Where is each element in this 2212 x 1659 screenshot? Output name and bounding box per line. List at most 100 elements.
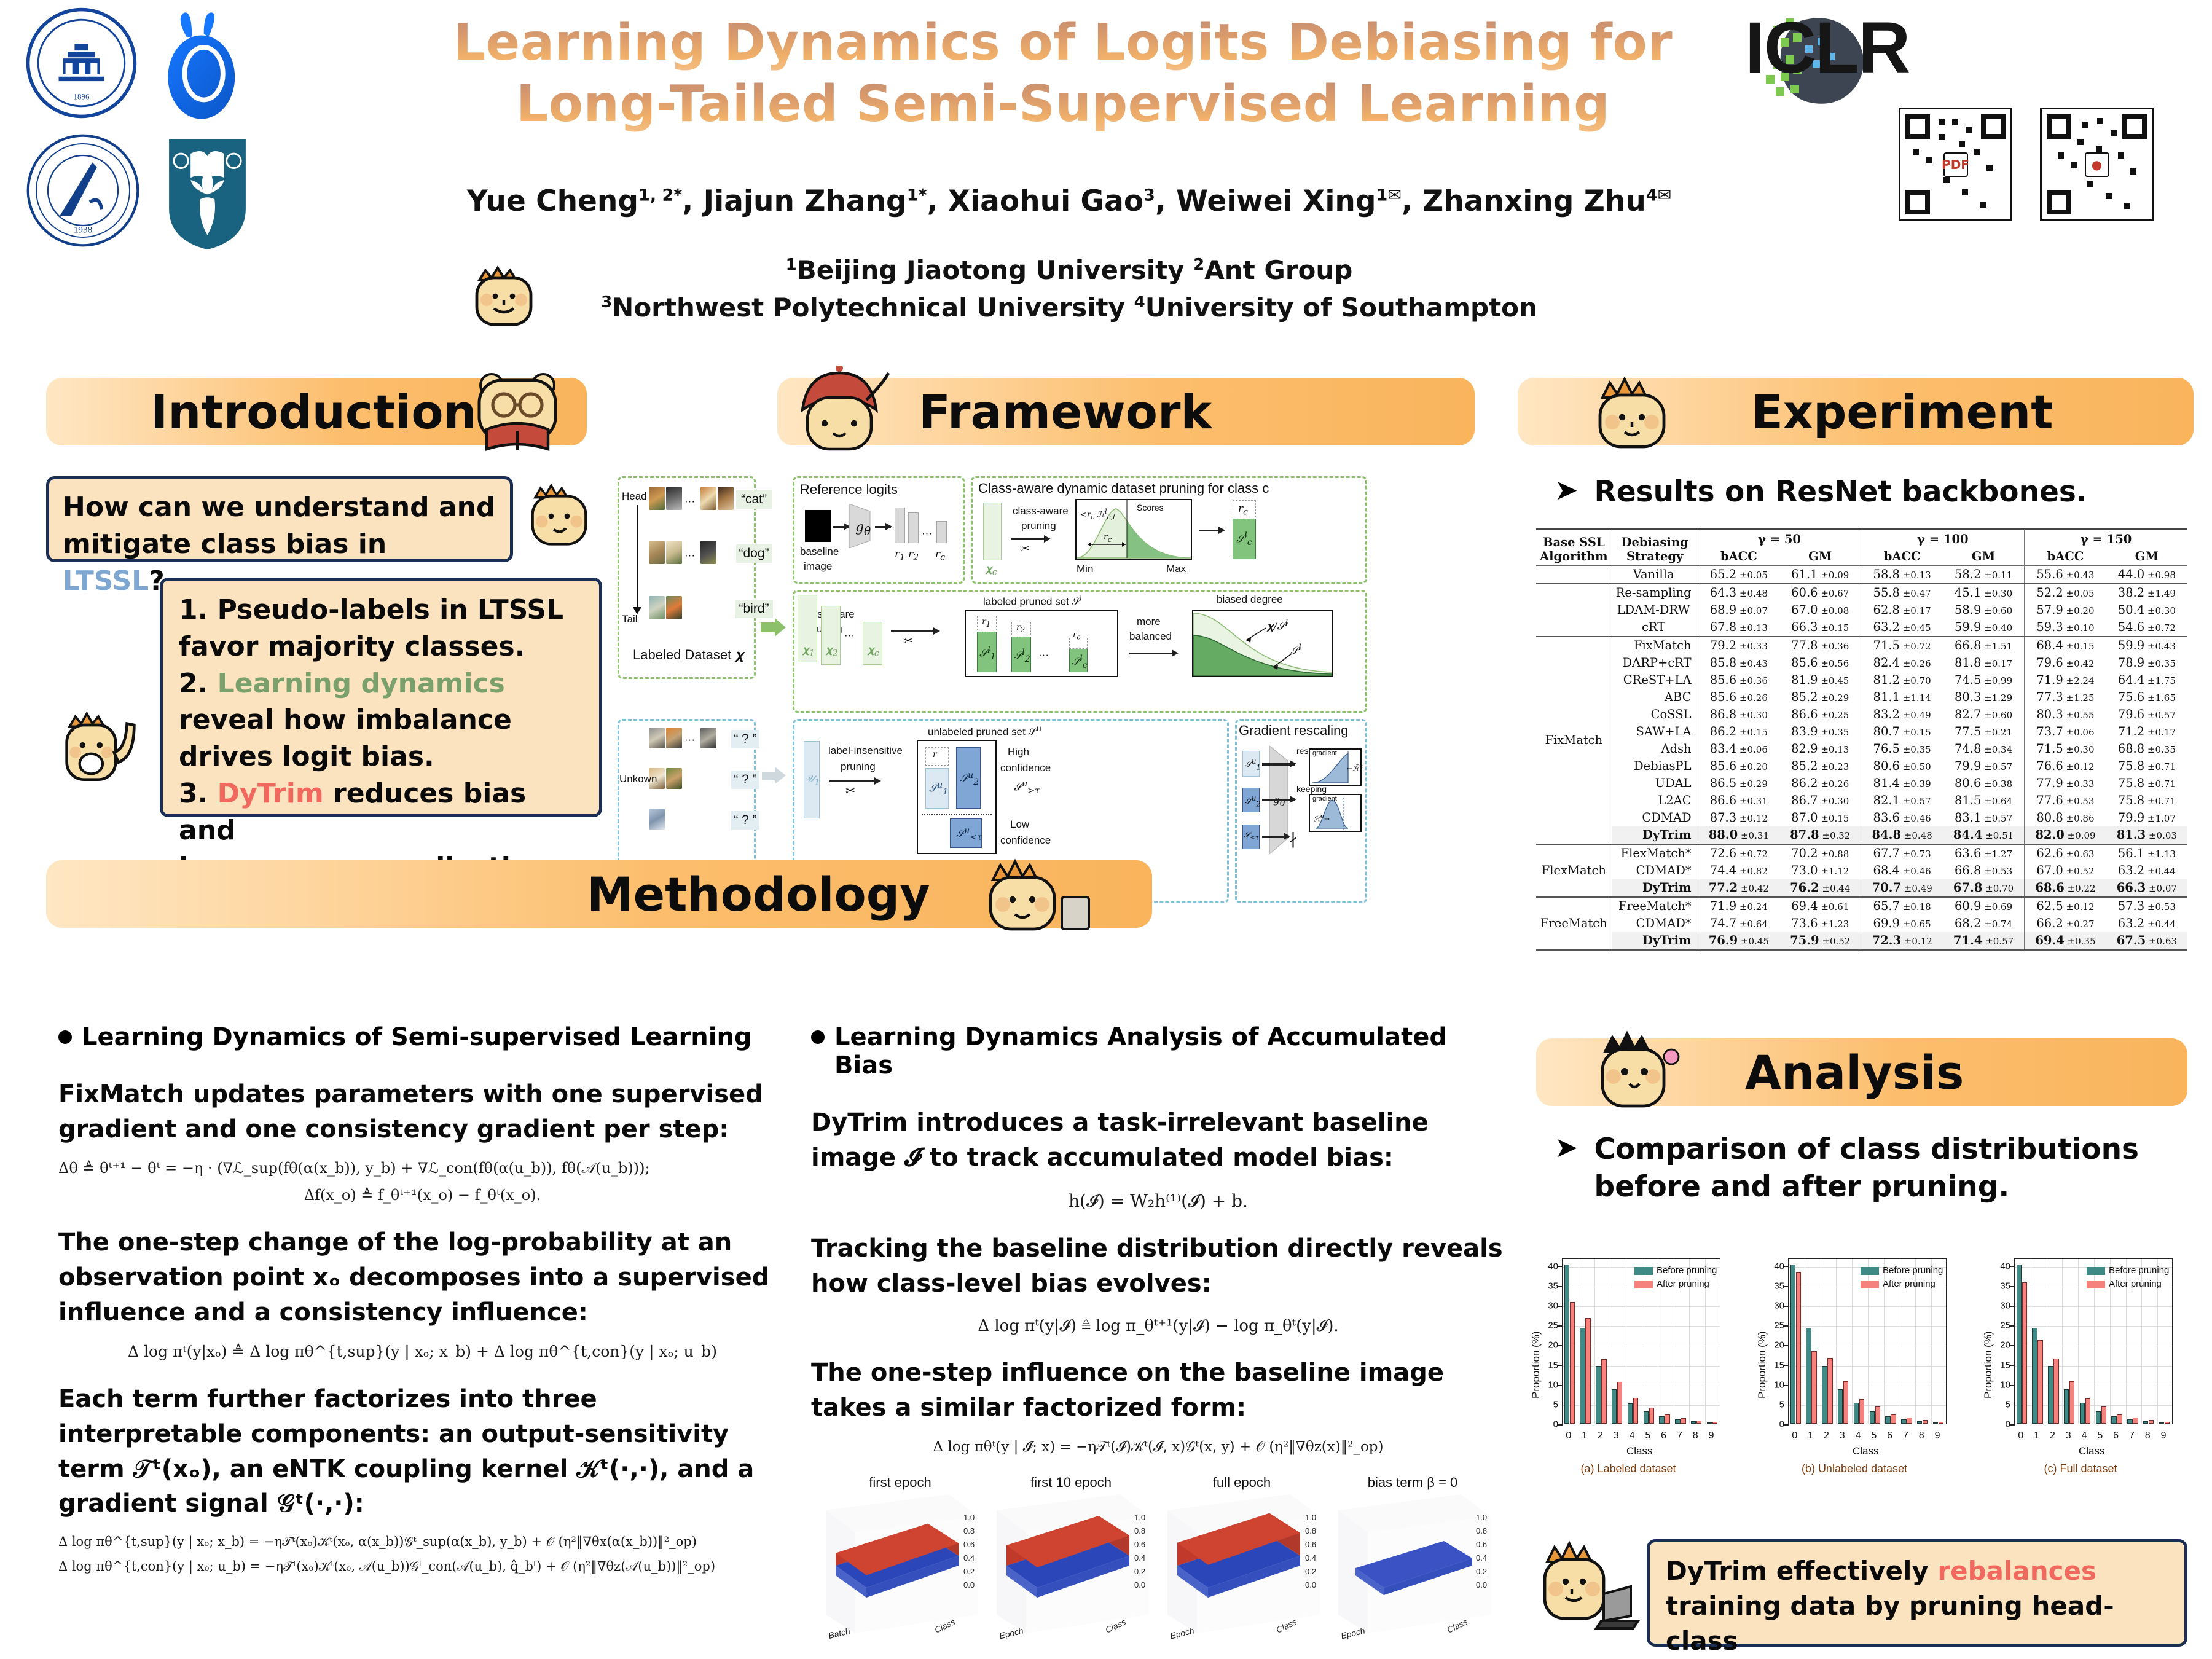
table-cell-value: 58.9 ±0.60 — [1954, 603, 2013, 617]
table-cell-value: 77.8 ±0.36 — [1791, 638, 1849, 653]
bear-thinking-icon — [519, 476, 599, 556]
table-cell-strategy: FlexMatch* — [1611, 844, 1698, 862]
s2u-chip: 𝒮u2 — [960, 771, 979, 788]
table-cell-value: 79.9 ±0.57 — [1954, 759, 2013, 773]
bar-before-class-5 — [1643, 1411, 1649, 1424]
y-axis-tick: 15 — [1774, 1360, 1784, 1371]
x-axis-tick: 1 — [1808, 1430, 1814, 1441]
grid-line-v — [1594, 1259, 1595, 1424]
legend-swatch-1 — [1861, 1281, 1879, 1288]
gradient-plot-bottom: gradient ℋ̄u→ — [1309, 794, 1362, 832]
y-tick-mark — [2010, 1286, 2015, 1287]
ellipsis-3: ··· — [922, 527, 932, 539]
github-repo-qr[interactable]: ● — [2040, 108, 2154, 221]
labeled-pruned-set-label: labeled pruned set 𝒮l — [983, 594, 1082, 608]
right-bullet-header: Learning Dynamics Analysis of Accumulate… — [811, 1023, 1505, 1080]
surface-plot-3: full epoch 1.0 0.8 0.6 0.4 0.2 0.0 Epoch Class — [1159, 1475, 1325, 1653]
table-cell-value: 85.8 ±0.43 — [1697, 654, 1780, 672]
bar-after-class-3 — [1617, 1381, 1623, 1424]
table-cell-value: 64.3 ±0.48 — [1697, 583, 1780, 602]
arrow-bullet-icon: ➤ — [1555, 473, 1579, 506]
table-group-name: FixMatch — [1545, 733, 1603, 747]
x-axis-tick: 8 — [2144, 1430, 2151, 1441]
table-cell-strategy: cRT — [1611, 618, 1698, 637]
table-cell-value: 81.1 ±1.14 — [1861, 688, 1943, 706]
left-equation-1b: Δf(x_o) ≜ f_θᵗ⁺¹(x_o) − f_θᵗ(x_o). — [304, 1186, 541, 1204]
paper-pdf-qr[interactable]: PDF — [1899, 108, 2012, 221]
intro-question-line2: mitigate class bias in LTSSL? — [63, 528, 387, 597]
table-cell-value: 67.0 ±0.52 — [2024, 861, 2106, 879]
grid-line-v — [2141, 1259, 2143, 1424]
bar-after-class-1 — [1585, 1318, 1591, 1424]
table-cell-value: 60.9 ±0.69 — [1954, 899, 2013, 913]
table-cell-value: 82.4 ±0.26 — [1861, 654, 1943, 672]
bar-after-class-2 — [2053, 1358, 2059, 1424]
table-cell-value: 74.4 ±0.82 — [1697, 861, 1780, 879]
table-cell-value: 76.5 ±0.35 — [1861, 740, 1943, 758]
grid-line-v — [2109, 1259, 2111, 1424]
table-cell-value: 70.7 ±0.49 — [1861, 879, 1943, 897]
surface-z-tick: 0.0 — [1305, 1580, 1317, 1590]
bar-chart-2: 0 5 10 15 20 25 30 35 40 0 1 2 3 4 5 6 7 8 9 Class Proportio… — [1744, 1235, 1965, 1481]
table-cell-value: 71.9 ±0.24 — [1697, 896, 1780, 915]
bar-after-class-3 — [2069, 1381, 2075, 1424]
table-cell-value: 83.6 ±0.46 — [1861, 809, 1943, 826]
tail-label: Tail — [622, 613, 638, 625]
bar-before-class-9 — [1706, 1422, 1712, 1424]
left-equation-3a: Δ log πθ^{t,sup}(y | xₒ; x_b) = −η𝒯ᵗ(xₒ)… — [58, 1534, 697, 1550]
surface-z-tick: 1.0 — [1476, 1513, 1488, 1522]
gradient-label-2: gradient — [1312, 795, 1337, 802]
table-cell-strategy: DARP+cRT — [1611, 654, 1698, 672]
table-cell-value: 75.9 ±0.52 — [1790, 933, 1851, 947]
table-cell-value: 57.9 ±0.20 — [2024, 601, 2106, 619]
grid-line-v — [1931, 1259, 1932, 1424]
th-gamma-150: γ = 150 — [2024, 529, 2187, 548]
chart-caption: (a) Labeled dataset — [1580, 1462, 1676, 1475]
table-cell-value: 71.5 ±0.30 — [2024, 740, 2106, 758]
bar-chart-1: 0 5 10 15 20 25 30 35 40 0 1 2 3 4 5 6 7 8 9 Class Proportio… — [1518, 1235, 1739, 1481]
grid-line-v — [1868, 1259, 1869, 1424]
x-axis-tick: 9 — [2160, 1430, 2167, 1441]
y-axis-tick: 35 — [1774, 1281, 1784, 1292]
x-axis-tick: 0 — [1792, 1430, 1798, 1441]
surface-caption-3: full epoch — [1212, 1475, 1271, 1490]
x-axis-tick: 4 — [1629, 1430, 1635, 1441]
bar-before-class-0 — [1564, 1264, 1570, 1424]
ellipsis-2: ··· — [684, 549, 695, 561]
y-axis-tick: 5 — [2005, 1399, 2010, 1410]
table-cell-value: 62.6 ±0.63 — [2024, 844, 2106, 862]
pruning-text-2: pruning — [1021, 520, 1056, 531]
intro-point-1: 1. Pseudo-labels in LTSSL — [179, 594, 564, 626]
bar-after-class-5 — [1649, 1407, 1655, 1424]
table-cell-value: 78.9 ±0.35 — [2117, 656, 2176, 670]
surface-plot-1: first epoch 1.0 0.8 0.6 0.4 0.2 0.0 Batch Class — [817, 1475, 983, 1653]
blocked-icon: ∤ — [1289, 830, 1297, 848]
table-cell-value: 79.6 ±0.57 — [2117, 707, 2176, 721]
class-aware-pruning-box — [971, 476, 1367, 584]
affiliation-list: 1Beijing Jiaotong University 2Ant Group … — [601, 255, 1537, 323]
y-tick-mark — [1784, 1404, 1789, 1406]
grid-line-v — [1689, 1259, 1690, 1424]
surface-plot-4: bias term β = 0 1.0 0.8 0.6 0.4 0.2 0.0 Epoch C… — [1330, 1475, 1496, 1653]
surface-z-tick: 1.0 — [1305, 1513, 1317, 1522]
rc-range-label: rc — [1104, 532, 1112, 544]
poster-title: Learning Dynamics of Logits Debiasing fo… — [393, 12, 1733, 135]
table-cell-value: 74.5 ±0.99 — [1954, 673, 2013, 687]
table-cell-value: 59.3 ±0.10 — [2024, 618, 2106, 637]
surface-z-tick: 0.0 — [1476, 1580, 1488, 1590]
legend-label-1: After pruning — [2109, 1279, 2162, 1289]
y-tick-mark — [1558, 1424, 1563, 1426]
table-cell-strategy: DyTrim — [1611, 826, 1698, 844]
surface-z-tick: 0.4 — [963, 1553, 975, 1563]
bar-after-class-4 — [2085, 1398, 2091, 1424]
university-of-southampton-logo — [154, 132, 261, 252]
sltau-small: 𝒮<τ — [1244, 831, 1260, 842]
r1-chip: r1 — [982, 617, 991, 629]
bar-before-class-1 — [2032, 1328, 2037, 1424]
table-cell-value: 67.7 ±0.73 — [1861, 844, 1943, 862]
ant-group-logo — [154, 6, 261, 129]
y-axis-tick: 30 — [1774, 1300, 1784, 1311]
bar-before-class-9 — [2159, 1422, 2165, 1424]
table-cell-value: 77.6 ±0.53 — [2024, 791, 2106, 809]
table-cell-strategy: CDMAD* — [1611, 861, 1698, 879]
